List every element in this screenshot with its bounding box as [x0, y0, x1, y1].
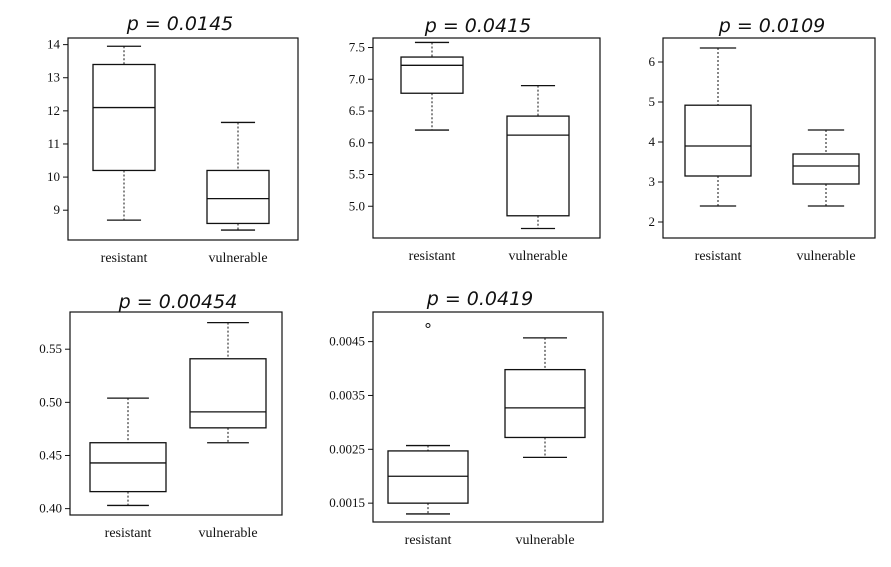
boxplot-panel-5: p = 0.0419 0.0015 0.0025 0.0035 0.0045 resist…: [329, 288, 604, 548]
x-category-label: vulnerable: [796, 249, 855, 264]
box-vulnerable: [506, 84, 570, 230]
y-tick-label: 0.0035: [329, 387, 365, 402]
y-tick-label: 3: [649, 174, 656, 189]
y-tick-label: 0.0015: [329, 495, 365, 510]
x-category-label: resistant: [405, 533, 452, 548]
plot-frame: [372, 37, 601, 239]
x-category-label: vulnerable: [198, 526, 257, 541]
y-tick-label: 12: [47, 103, 60, 118]
box-resistant: [387, 322, 469, 515]
x-category-label: vulnerable: [508, 249, 567, 264]
boxplot-panel-4: p = 0.00454 0.40 0.45 0.50 0.55 resistant vuln…: [39, 291, 283, 541]
box-resistant: [400, 41, 464, 131]
iqr-box: [387, 450, 469, 504]
iqr-box: [400, 56, 464, 94]
y-tick-label: 6.0: [349, 135, 365, 150]
box-vulnerable: [792, 129, 860, 207]
box-vulnerable: [206, 121, 270, 231]
x-category-label: resistant: [105, 526, 152, 541]
box-vulnerable: [189, 321, 267, 444]
plot-frame: [372, 311, 604, 523]
panel-title: p = 0.00454: [118, 291, 238, 313]
boxplot-panel-3: p = 0.0109 2 3 4 5 6 resistant vulnerable: [649, 15, 876, 264]
box-resistant: [684, 47, 752, 207]
panel-title: p = 0.0419: [426, 288, 534, 310]
panel-title: p = 0.0109: [718, 15, 826, 37]
panel-title: p = 0.0145: [126, 13, 234, 35]
y-tick-label: 5: [649, 94, 656, 109]
y-tick-label: 0.55: [39, 341, 62, 356]
y-tick-label: 13: [47, 70, 60, 85]
panel-title: p = 0.0415: [424, 15, 532, 37]
boxplot-panel-1: p = 0.0145 9 10 11 12 13 14 resistant vulnerable: [47, 13, 299, 266]
y-tick-label: 6.5: [349, 103, 365, 118]
x-category-label: vulnerable: [515, 533, 574, 548]
y-tick-label: 5.0: [349, 198, 365, 213]
iqr-box: [189, 358, 267, 429]
x-category-label: resistant: [409, 249, 456, 264]
y-tick-label: 0.50: [39, 394, 62, 409]
y-tick-label: 9: [54, 202, 61, 217]
iqr-box: [792, 153, 860, 185]
y-tick-label: 0.0025: [329, 441, 365, 456]
iqr-box: [89, 442, 167, 493]
box-vulnerable: [504, 337, 586, 459]
y-tick-label: 6: [649, 54, 656, 69]
y-tick-label: 14: [47, 37, 61, 52]
plot-frame: [662, 37, 876, 239]
iqr-box: [206, 169, 270, 225]
iqr-box: [684, 104, 752, 177]
y-tick-label: 4: [649, 134, 656, 149]
y-tick-label: 0.0045: [329, 334, 365, 349]
iqr-box: [92, 63, 156, 172]
box-resistant: [89, 397, 167, 507]
x-category-label: vulnerable: [208, 251, 267, 266]
y-tick-label: 0.45: [39, 447, 62, 462]
y-tick-label: 5.5: [349, 167, 365, 182]
y-tick-label: 7.0: [349, 71, 365, 86]
y-tick-label: 10: [47, 169, 60, 184]
plot-frame: [67, 37, 299, 241]
box-resistant: [92, 45, 156, 221]
iqr-box: [504, 368, 586, 439]
outlier-point: [425, 322, 431, 328]
y-tick-label: 0.40: [39, 501, 62, 516]
boxplot-panel-2: p = 0.0415 5.0 5.5 6.0 6.5 7.0 7.5 resistant vul…: [349, 15, 601, 264]
plot-frame: [69, 311, 283, 516]
y-tick-label: 11: [47, 136, 60, 151]
iqr-box: [506, 115, 570, 217]
x-category-label: resistant: [101, 251, 148, 266]
x-category-label: resistant: [695, 249, 742, 264]
y-tick-label: 2: [649, 214, 656, 229]
y-tick-label: 7.5: [349, 40, 365, 55]
